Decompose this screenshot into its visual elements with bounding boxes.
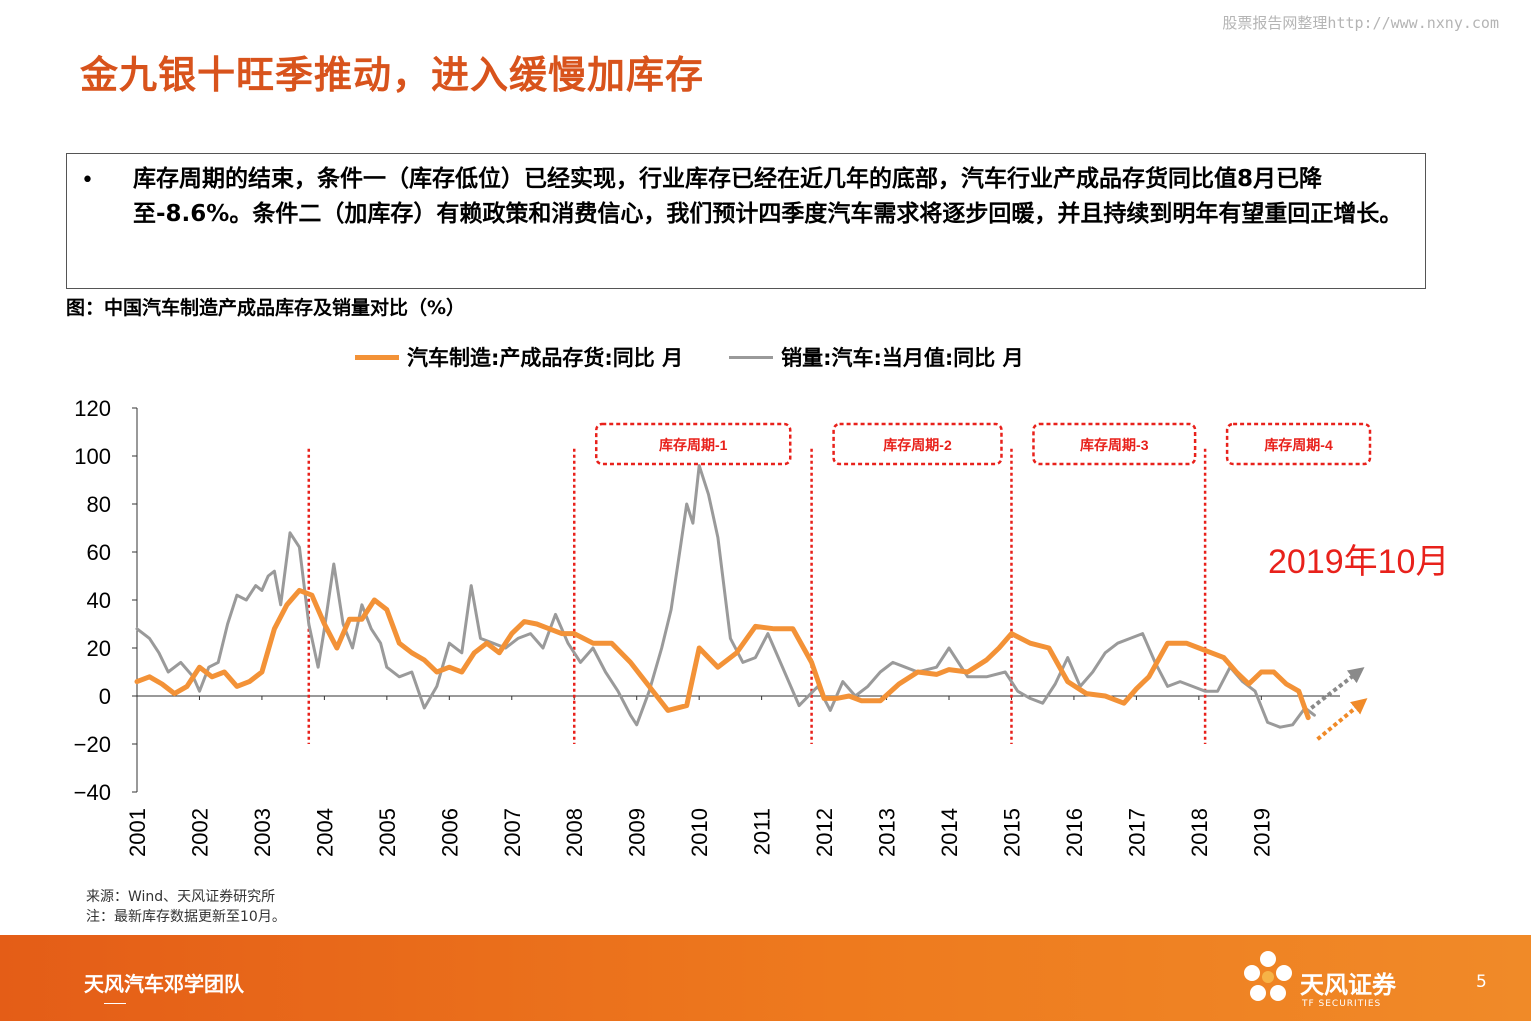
line-chart: 120 100 80 60 40 20 0 −20 −40 2001 2002 2003 2004 200… bbox=[74, 396, 1450, 857]
x-tick-label: 2002 bbox=[187, 808, 212, 857]
footer-team-name: 天风汽车邓学团队 bbox=[84, 972, 244, 996]
y-tick-label: 120 bbox=[74, 396, 111, 421]
x-tick-label: 2011 bbox=[750, 808, 775, 855]
x-tick-label: 2005 bbox=[375, 808, 400, 857]
sales-series-line bbox=[135, 464, 1316, 729]
chart-caption: 图：中国汽车制造产成品库存及销量对比（%） bbox=[66, 297, 466, 319]
legend-swatch-sales bbox=[729, 355, 774, 359]
y-tick-label: −40 bbox=[74, 780, 111, 805]
x-tick-label: 2014 bbox=[937, 808, 962, 857]
bullet-box: • 库存周期的结束，条件一（库存低位）已经实现，行业库存已经在近几年的底部，汽车… bbox=[66, 153, 1426, 289]
x-tick-label: 2008 bbox=[562, 808, 587, 857]
x-tick-label: 2007 bbox=[500, 808, 525, 857]
y-tick-label: 100 bbox=[74, 444, 111, 469]
cycle-label: 库存周期-2 bbox=[883, 437, 952, 453]
y-tick-label: −20 bbox=[74, 732, 111, 757]
cycle-label: 库存周期-3 bbox=[1080, 437, 1149, 453]
x-tick-label: 2013 bbox=[875, 808, 900, 857]
x-tick-label: 2012 bbox=[812, 808, 837, 857]
inventory-series-line bbox=[134, 587, 1311, 721]
latest-month-annotation: 2019年10月 bbox=[1268, 543, 1449, 581]
x-tick-label: 2001 bbox=[125, 808, 150, 857]
inventory-trend-arrow bbox=[1316, 698, 1368, 741]
slide-title: 金九银十旺季推动，进入缓慢加库存 bbox=[80, 53, 705, 97]
cycle-label: 库存周期-1 bbox=[659, 437, 728, 453]
legend-item-inventory: 汽车制造:产成品存货:同比 月 bbox=[355, 342, 683, 372]
sales-trend-arrow bbox=[1310, 667, 1365, 710]
y-tick-label: 40 bbox=[87, 588, 111, 613]
x-tick-label: 2015 bbox=[999, 808, 1024, 857]
page-number: 5 bbox=[1476, 972, 1487, 992]
logo-brand-cn: 天风证券 bbox=[1300, 971, 1396, 999]
x-tick-label: 2019 bbox=[1249, 808, 1274, 857]
footer-underline bbox=[104, 1003, 126, 1004]
x-tick-label: 2006 bbox=[437, 808, 462, 857]
cycle-label-box bbox=[594, 422, 792, 466]
cycle-label-box bbox=[1225, 422, 1372, 466]
footer-bar: 天风汽车邓学团队 天风证券 TF SECURITIES 5 bbox=[0, 935, 1531, 1021]
watermark-text: 股票报告网整理http://www.nxny.com bbox=[1222, 14, 1499, 32]
cycle-label: 库存周期-4 bbox=[1264, 437, 1333, 453]
cycle-label-box bbox=[1032, 422, 1197, 466]
x-tick-label: 2018 bbox=[1187, 808, 1212, 857]
y-tick-label: 80 bbox=[87, 492, 111, 517]
y-tick-label: 20 bbox=[87, 636, 111, 661]
chart-legend: 汽车制造:产成品存货:同比 月 销量:汽车:当月值:同比 月 bbox=[355, 342, 1070, 372]
bullet-text: 库存周期的结束，条件一（库存低位）已经实现，行业库存已经在近几年的底部，汽车行业… bbox=[133, 166, 1403, 227]
y-tick-label: 60 bbox=[87, 540, 111, 565]
y-tick-label: 0 bbox=[99, 684, 111, 709]
x-tick-label: 2003 bbox=[250, 808, 275, 857]
x-tick-label: 2010 bbox=[687, 808, 712, 857]
source-line: 来源：Wind、天风证券研究所 bbox=[86, 889, 276, 905]
legend-label-sales: 销量:汽车:当月值:同比 月 bbox=[781, 346, 1024, 370]
x-tick-label: 2009 bbox=[625, 808, 650, 857]
x-tick-label: 2004 bbox=[312, 808, 337, 857]
flower-logo-icon bbox=[1244, 951, 1292, 1001]
x-tick-label: 2017 bbox=[1124, 808, 1149, 857]
legend-swatch-inventory bbox=[355, 354, 399, 360]
tf-securities-logo: 天风证券 TF SECURITIES bbox=[1238, 945, 1418, 1015]
cycle-label-box bbox=[832, 422, 1003, 466]
x-tick-label: 2016 bbox=[1062, 808, 1087, 857]
bullet-marker: • bbox=[81, 168, 94, 193]
logo-brand-en: TF SECURITIES bbox=[1302, 999, 1382, 1009]
legend-label-inventory: 汽车制造:产成品存货:同比 月 bbox=[407, 346, 684, 370]
legend-item-sales: 销量:汽车:当月值:同比 月 bbox=[729, 342, 1024, 372]
note-line: 注：最新库存数据更新至10月。 bbox=[86, 909, 286, 925]
source-note: 来源：Wind、天风证券研究所 注：最新库存数据更新至10月。 bbox=[86, 887, 286, 927]
